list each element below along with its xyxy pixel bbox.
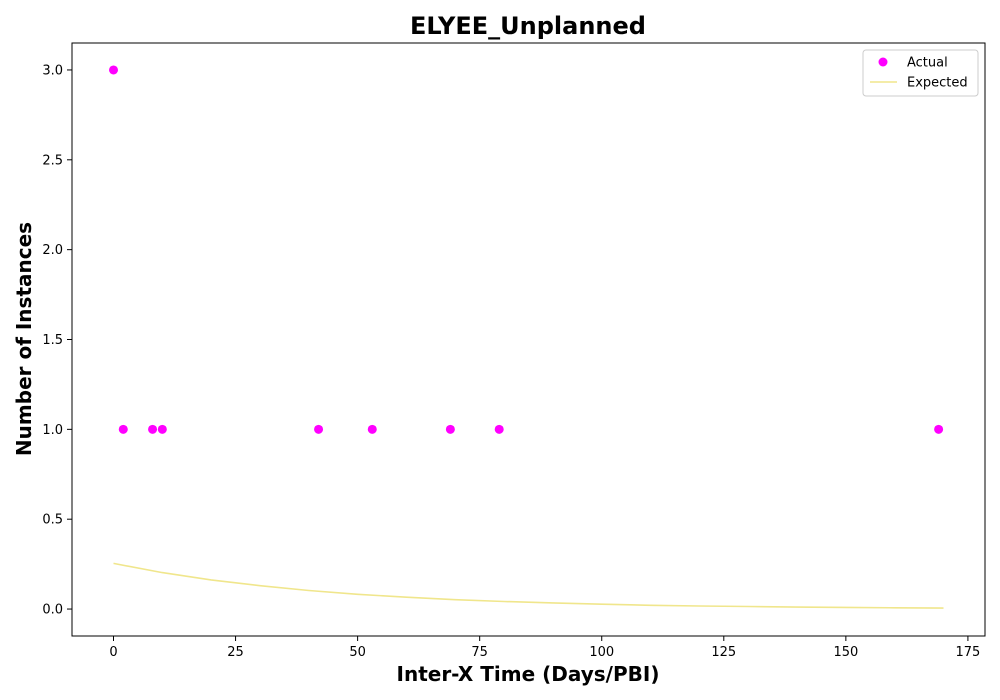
- x-tick-label: 150: [833, 645, 858, 660]
- expected-line: [113, 562, 944, 609]
- x-tick-label: 0: [109, 645, 117, 660]
- x-tick-label: 25: [227, 645, 244, 660]
- axes-frame: [71, 42, 986, 637]
- x-tick-label: 75: [471, 645, 488, 660]
- actual-point: [148, 424, 158, 434]
- y-tick-label: 0.0: [42, 603, 63, 618]
- legend-label-actual: Actual: [907, 56, 948, 71]
- y-tick-label: 2.5: [42, 153, 63, 168]
- y-tick-label: 1.0: [42, 423, 63, 438]
- chart-title: ELYEE_Unplanned: [410, 12, 646, 40]
- actual-point: [118, 424, 128, 434]
- actual-point: [367, 424, 377, 434]
- legend-label-expected: Expected: [907, 76, 968, 91]
- actual-point: [157, 424, 167, 434]
- x-tick-label: 175: [955, 645, 980, 660]
- actual-point: [494, 424, 504, 434]
- y-tick-label: 1.5: [42, 333, 63, 348]
- y-tick-label: 3.0: [42, 63, 63, 78]
- x-axis-label: Inter-X Time (Days/PBI): [397, 662, 660, 686]
- x-tick-label: 100: [589, 645, 614, 660]
- x-tick-label: 125: [711, 645, 736, 660]
- actual-point: [314, 424, 324, 434]
- y-tick-label: 2.0: [42, 243, 63, 258]
- actual-point: [445, 424, 455, 434]
- legend-actual-swatch: [878, 57, 888, 67]
- legend-box: [862, 49, 979, 97]
- legend: Actual Expected: [862, 49, 979, 97]
- plot-area: 0 25 50 75 100 125 150 175 0.0 0.5 1.0 1.5 2.0 2.5 3.0: [42, 42, 986, 660]
- y-tick-label: 0.5: [42, 513, 63, 528]
- x-tick-label: 50: [349, 645, 366, 660]
- y-axis-label: Number of Instances: [12, 222, 36, 456]
- actual-point: [934, 424, 944, 434]
- actual-point: [109, 65, 118, 75]
